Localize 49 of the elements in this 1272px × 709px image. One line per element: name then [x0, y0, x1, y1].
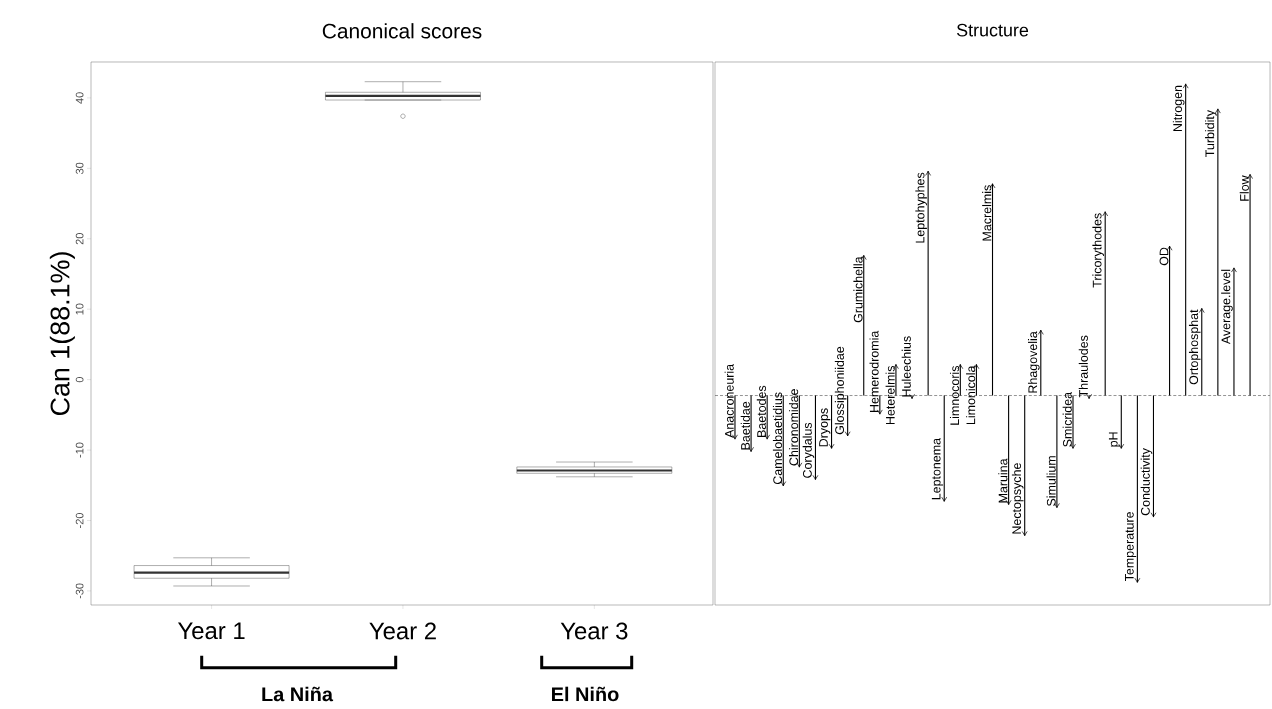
x-tick-label: Thraulodes [1078, 335, 1088, 398]
x-tick-label: Dryops [819, 408, 831, 447]
text: El Niño [552, 686, 619, 702]
x-tick-label: Macrelmis [982, 185, 992, 241]
x-tick-label: Average.level [1221, 269, 1233, 345]
x-tick-label: Smicridea [1062, 391, 1072, 447]
x-tick-label: Huleechius [901, 336, 911, 397]
x-tick-label: Year 3 [560, 622, 628, 640]
chart-title: Canonical scores [322, 23, 482, 39]
x-tick-label: Rhagovelia [1027, 331, 1040, 393]
x-tick-label: Temperature [1125, 511, 1137, 582]
y-tick-label: -10 [75, 442, 84, 458]
x-tick-label: Simulium [1046, 456, 1056, 506]
x-tick-label: Grumichella [853, 256, 863, 323]
x-tick-label: Ortophosphat [1188, 309, 1201, 385]
x-tick-label: Baetidae [740, 401, 750, 450]
x-tick-label: Turbidity [1205, 109, 1217, 157]
x-tick-label: Chironomidae [789, 389, 799, 466]
x-tick-label: Baetodes [756, 385, 766, 437]
x-tick-label: Tricorythodes [1092, 213, 1104, 288]
x-tick-label: Nectopsyche [1011, 463, 1024, 534]
x-tick-label: pH [1108, 432, 1121, 447]
x-tick-label: Maruina [998, 458, 1008, 503]
y-tick-label: -30 [75, 583, 84, 599]
x-tick-label: Year 1 [177, 622, 245, 640]
x-tick-label: Nitrogen [1172, 85, 1185, 132]
y-tick-label: 20 [75, 233, 84, 245]
x-tick-label: Year 2 [369, 622, 436, 640]
x-tick-label: Heterelmis [885, 366, 895, 425]
x-tick-label: Corydalus [802, 422, 815, 478]
y-tick-label: 30 [75, 162, 84, 175]
x-tick-label: Hemerodromia [869, 330, 879, 413]
x-tick-label: Anacroneuria [724, 363, 734, 438]
x-tick-label: Leptonema [931, 438, 944, 500]
x-tick-label: Camelobaetidius [772, 392, 783, 485]
x-tick-label: Limonicola [966, 365, 976, 425]
y-tick-label: -20 [75, 513, 84, 528]
y-tick-label: 40 [75, 92, 84, 104]
text: La Niña [262, 686, 334, 702]
x-tick-label: Flow [1239, 175, 1249, 201]
chart-title: Structure [956, 23, 1029, 37]
x-tick-label: OD [1159, 247, 1169, 266]
x-tick-label: Leptohyphes [915, 172, 927, 243]
y-tick-label: 10 [75, 303, 84, 315]
x-tick-label: Limnocoris [949, 366, 960, 425]
x-tick-label: Glossiphoniidae [834, 346, 847, 435]
y-tick-label: 0 [75, 377, 84, 383]
x-tick-label: Conductivity [1140, 448, 1153, 516]
y-axis-title: Can 1(88.1%) [49, 252, 75, 416]
